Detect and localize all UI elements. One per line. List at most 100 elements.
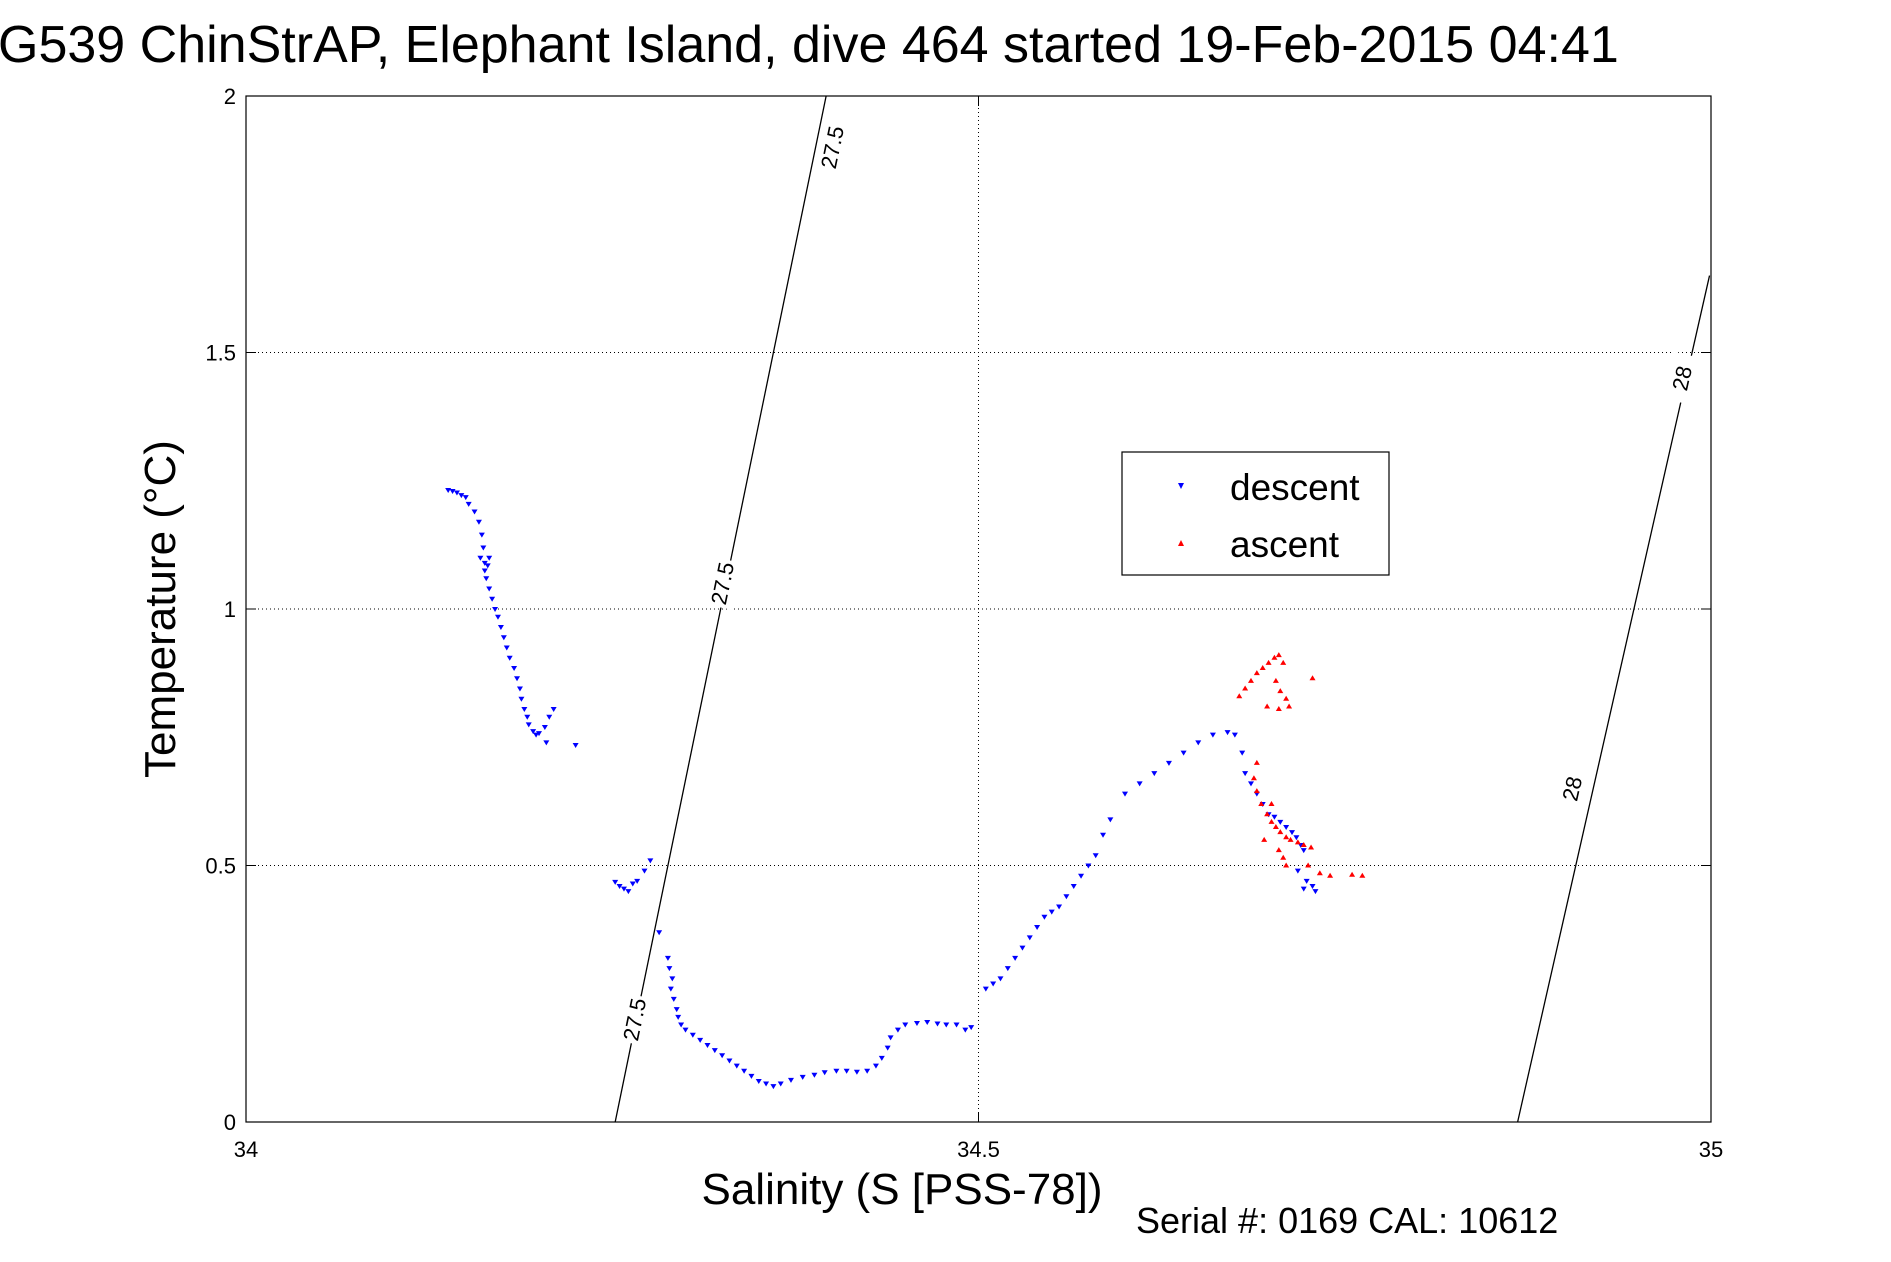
descent-point	[667, 986, 674, 992]
descent-point	[525, 722, 532, 728]
descent-point	[483, 576, 490, 582]
ascent-point	[1247, 677, 1254, 683]
descent-point	[697, 1037, 704, 1043]
descent-point	[997, 976, 1004, 982]
descent-point	[1294, 868, 1301, 874]
descent-point	[629, 881, 636, 887]
y-tick-label: 0	[224, 1110, 236, 1135]
descent-point	[1012, 955, 1019, 961]
ascent-point	[1271, 654, 1278, 660]
descent-point	[733, 1063, 740, 1069]
descent-point	[1300, 886, 1307, 892]
descent-point	[1224, 730, 1231, 736]
descent-point	[1165, 760, 1172, 766]
descent-point	[887, 1035, 894, 1041]
ascent-point	[1287, 836, 1294, 842]
grid-lines	[246, 96, 1711, 1122]
descent-point	[616, 884, 623, 890]
ascent-point	[1253, 670, 1260, 676]
descent-point	[1085, 863, 1092, 869]
x-tick-label: 35	[1699, 1137, 1723, 1162]
descent-point	[475, 519, 482, 525]
descent-point	[521, 707, 528, 713]
ascent-point	[1268, 800, 1275, 806]
descent-point	[982, 986, 989, 992]
legend-box	[1121, 451, 1390, 576]
contour-label: 28	[1557, 774, 1587, 803]
descent-point	[458, 493, 465, 499]
descent-point	[1209, 732, 1216, 738]
descent-point	[1004, 966, 1011, 972]
descent-point	[1180, 750, 1187, 756]
descent-point	[770, 1084, 777, 1090]
ascent-point	[1280, 854, 1287, 860]
ascent-point	[1275, 706, 1282, 712]
ascent-point	[1265, 659, 1272, 665]
descent-point	[550, 707, 557, 713]
descent-point	[1122, 791, 1128, 797]
descent-point	[670, 996, 677, 1002]
descent-point	[494, 614, 501, 620]
descent-point	[1151, 771, 1158, 777]
descent-point	[481, 560, 488, 566]
descent-point	[497, 624, 504, 630]
descent-point	[1242, 771, 1249, 777]
descent-point	[664, 955, 671, 961]
descent-point	[478, 532, 485, 538]
legend-marker-descent	[1178, 483, 1184, 489]
descent-point	[1277, 819, 1284, 825]
ascent-point	[1275, 652, 1282, 658]
chart-title: G539 ChinStrAP, Elephant Island, dive 46…	[0, 16, 1619, 74]
descent-point	[536, 731, 542, 737]
descent-point	[506, 655, 513, 661]
ascent-point	[1253, 759, 1260, 765]
ascent-point	[1250, 775, 1257, 781]
ascent-point	[1349, 871, 1356, 877]
descent-point	[1136, 781, 1143, 787]
descent-point	[968, 1025, 975, 1031]
x-axis-label: Salinity (S [PSS-78])	[701, 1165, 1102, 1214]
descent-point	[872, 1063, 879, 1069]
ascent-point	[1280, 659, 1287, 665]
descent-point	[1100, 832, 1107, 838]
ascent-point	[1309, 675, 1316, 681]
descent-point	[741, 1068, 748, 1074]
descent-point	[799, 1074, 806, 1080]
descent-point	[503, 645, 510, 651]
ascent-point	[1286, 703, 1293, 709]
descent-point	[656, 930, 663, 936]
descent-point	[675, 1014, 682, 1020]
descent-point	[486, 555, 493, 561]
descent-point	[518, 696, 525, 702]
legend-marker-ascent	[1178, 540, 1184, 546]
descent-point	[962, 1027, 969, 1033]
ascent-point	[1261, 836, 1268, 842]
y-tick-label: 2	[224, 84, 236, 109]
ascent-point	[1253, 788, 1260, 794]
descent-point	[833, 1068, 840, 1074]
descent-point	[1271, 814, 1278, 820]
ascent-point	[1359, 872, 1366, 878]
descent-point	[678, 1022, 685, 1028]
descent-point	[673, 1007, 680, 1013]
descent-point	[1293, 835, 1300, 841]
descent-point	[924, 1019, 931, 1025]
descent-point	[666, 966, 673, 972]
descent-point	[481, 568, 488, 574]
descent-point	[711, 1048, 718, 1054]
descent-point	[1239, 750, 1246, 756]
descent-point	[492, 607, 499, 612]
descent-point	[1303, 878, 1310, 884]
descent-point	[612, 879, 619, 885]
axis-ticks: 34 34.5 35 0 0.5 1 1.5 2	[205, 84, 1723, 1162]
descent-point	[821, 1070, 828, 1076]
descent-point	[471, 509, 478, 515]
descent-point	[748, 1073, 755, 1079]
descent-point	[462, 495, 469, 501]
descent-point	[445, 487, 452, 493]
ascent-point	[1327, 872, 1334, 878]
descent-point	[669, 976, 676, 982]
ascent-point	[1277, 688, 1284, 694]
descent-point	[1078, 873, 1085, 879]
descent-point	[763, 1081, 770, 1087]
